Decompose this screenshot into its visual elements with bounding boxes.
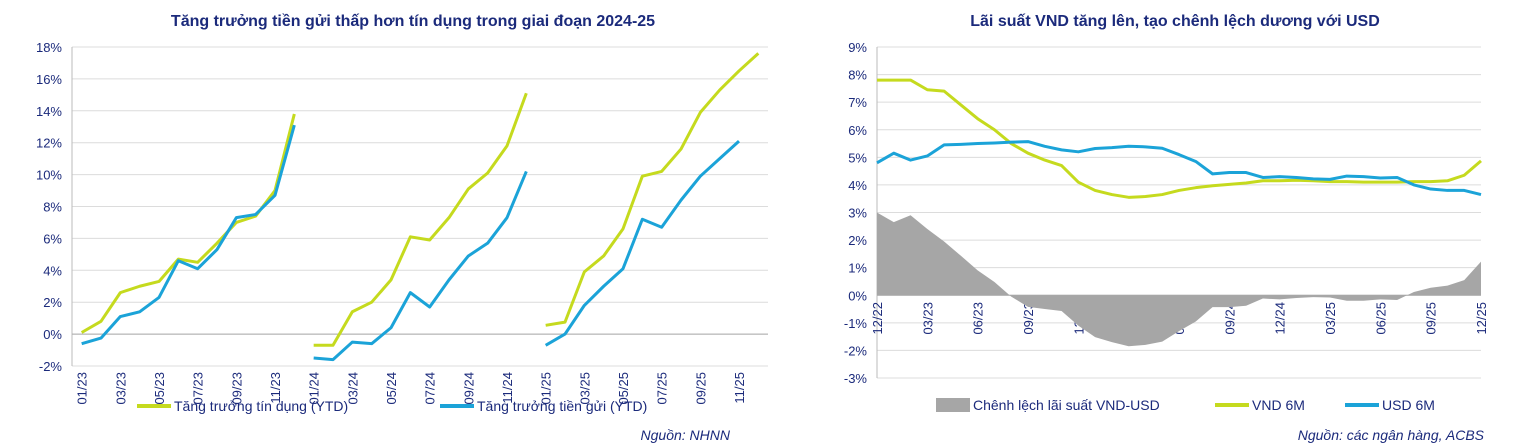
y-tick-label: 5% [848,150,867,165]
spread-area [877,212,1481,347]
source-right: Nguồn: các ngân hàng, ACBS [1298,427,1485,443]
x-tick-label: 01/25 [539,372,554,405]
source-left: Nguồn: NHNN [641,427,731,443]
y-tick-label: 7% [848,95,867,110]
legend-swatch [936,398,970,412]
x-tick-label: 09/23 [229,372,244,405]
x-tick-label: 03/25 [577,372,592,405]
y-tick-label: 9% [848,40,867,55]
x-tick-label: 11/25 [732,372,747,404]
series-line-1 [81,124,741,362]
y-tick-label: 2% [848,233,867,248]
x-tick-label: 06/23 [971,302,986,335]
y-tick-label: 6% [848,123,867,138]
y-tick-label: 12% [36,136,62,151]
x-tick-label: 11/23 [268,372,283,404]
y-tick-label: 4% [43,263,62,278]
x-tick-label: 05/23 [152,372,167,405]
chart-title-right: Lãi suất VND tăng lên, tạo chênh lệch dư… [970,13,1380,30]
y-tick-label: 18% [36,40,62,55]
x-tick-label: 03/24 [345,372,360,405]
x-tick-label: 11/24 [500,372,515,404]
x-tick-label: 07/24 [423,372,438,405]
y-tick-label: 16% [36,72,62,87]
x-tick-label: 09/24 [1222,302,1237,335]
legend-label: Tăng trưởng tín dụng (YTD) [174,398,348,414]
x-tick-label: 09/25 [693,372,708,405]
legend-label: Tăng trưởng tiền gửi (YTD) [477,398,647,414]
x-tick-label: 07/23 [191,372,206,405]
x-tick-label: 01/24 [307,372,322,405]
x-tick-label: 03/23 [113,372,128,405]
y-tick-label: -2% [39,359,63,374]
x-tick-label: 06/25 [1373,302,1388,335]
y-tick-label: 0% [43,327,62,342]
y-tick-label: 3% [848,206,867,221]
y-tick-label: 14% [36,104,62,119]
x-tick-label: 01/23 [75,372,90,405]
legend-label: Chênh lệch lãi suất VND-USD [973,397,1160,413]
y-tick-label: 1% [848,261,867,276]
x-tick-label: 12/25 [1474,302,1489,335]
y-tick-label: -2% [844,343,868,358]
legend-label: VND 6M [1252,397,1305,413]
x-tick-label: 12/24 [1273,302,1288,335]
x-tick-label: 12/22 [870,302,885,335]
y-tick-label: 10% [36,168,62,183]
y-tick-label: -3% [844,371,868,386]
series-line-2 [876,140,1482,197]
y-tick-label: 8% [43,200,62,215]
y-tick-label: 0% [848,288,867,303]
x-tick-label: 09/24 [461,372,476,405]
y-tick-label: -1% [844,316,868,331]
x-tick-label: 09/23 [1021,302,1036,335]
y-tick-label: 4% [848,178,867,193]
x-tick-label: 07/25 [655,372,670,405]
x-tick-label: 03/25 [1323,302,1338,335]
chart-title-left: Tăng trưởng tiền gửi thấp hơn tín dụng t… [171,13,655,30]
x-tick-label: 03/23 [920,302,935,335]
y-tick-label: 8% [848,68,867,83]
series-line-1 [877,78,1482,199]
y-tick-label: 6% [43,231,62,246]
legend-label: USD 6M [1382,397,1435,413]
y-tick-label: 2% [43,295,62,310]
x-tick-label: 05/24 [384,372,399,405]
x-tick-label: 05/25 [616,372,631,405]
x-tick-label: 09/25 [1424,302,1439,335]
